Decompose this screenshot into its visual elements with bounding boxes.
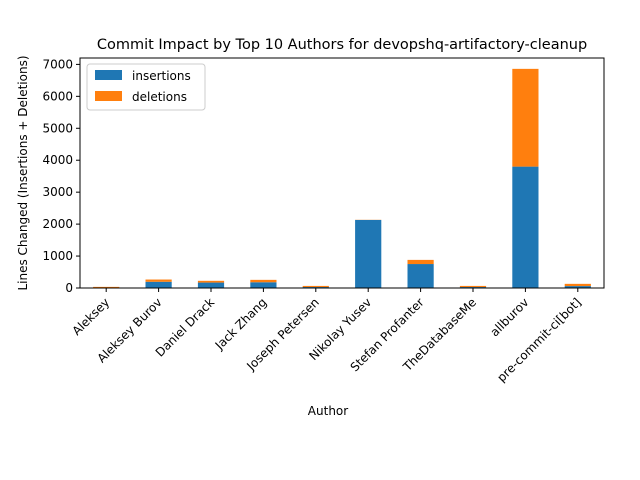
legend: insertions deletions (86, 63, 206, 111)
bar-deletions-2 (197, 280, 225, 283)
bar-deletions-4 (302, 285, 329, 288)
bar-deletions-7 (459, 285, 487, 288)
bar-insertions-6 (407, 264, 434, 288)
y-tick-label: 0 (65, 281, 73, 295)
y-tick-label: 5000 (42, 121, 73, 135)
bar-insertions-1 (145, 281, 172, 288)
bar-deletions-9 (564, 283, 591, 287)
legend-label-insertions: insertions (132, 69, 191, 83)
x-tick-label: allburov (487, 295, 531, 339)
y-tick-label: 6000 (42, 89, 73, 103)
bar-insertions-3 (250, 282, 277, 288)
legend-swatch-deletions (95, 91, 122, 101)
y-axis-label: Lines Changed (Insertions + Deletions) (16, 55, 30, 290)
legend-label-deletions: deletions (132, 90, 187, 104)
bar-insertions-9 (564, 286, 591, 288)
bar-deletions-0 (93, 286, 120, 288)
x-tick-label: Aleksey (69, 295, 112, 338)
chart-title: Commit Impact by Top 10 Authors for devo… (97, 37, 587, 53)
legend-swatch-insertions (95, 70, 122, 80)
y-tick-label: 3000 (42, 185, 73, 199)
y-tick-label: 4000 (42, 153, 73, 167)
bar-insertions-5 (355, 219, 382, 288)
bar-deletions-1 (145, 279, 172, 282)
y-tick-label: 7000 (42, 57, 73, 71)
bars-layer (93, 68, 591, 288)
y-tick-label: 2000 (42, 217, 73, 231)
y-axis: 0 1000 2000 3000 4000 5000 6000 7000 (42, 57, 80, 295)
bar-deletions-8 (512, 68, 539, 167)
bar-insertions-2 (197, 282, 225, 288)
x-axis-label: Author (308, 404, 348, 418)
y-tick-label: 1000 (42, 249, 73, 263)
bar-deletions-6 (407, 259, 434, 265)
x-tick-label: Jack Zhang (212, 295, 270, 353)
bar-insertions-8 (512, 166, 539, 288)
bar-deletions-3 (250, 279, 277, 283)
plot-frame (79, 57, 605, 289)
